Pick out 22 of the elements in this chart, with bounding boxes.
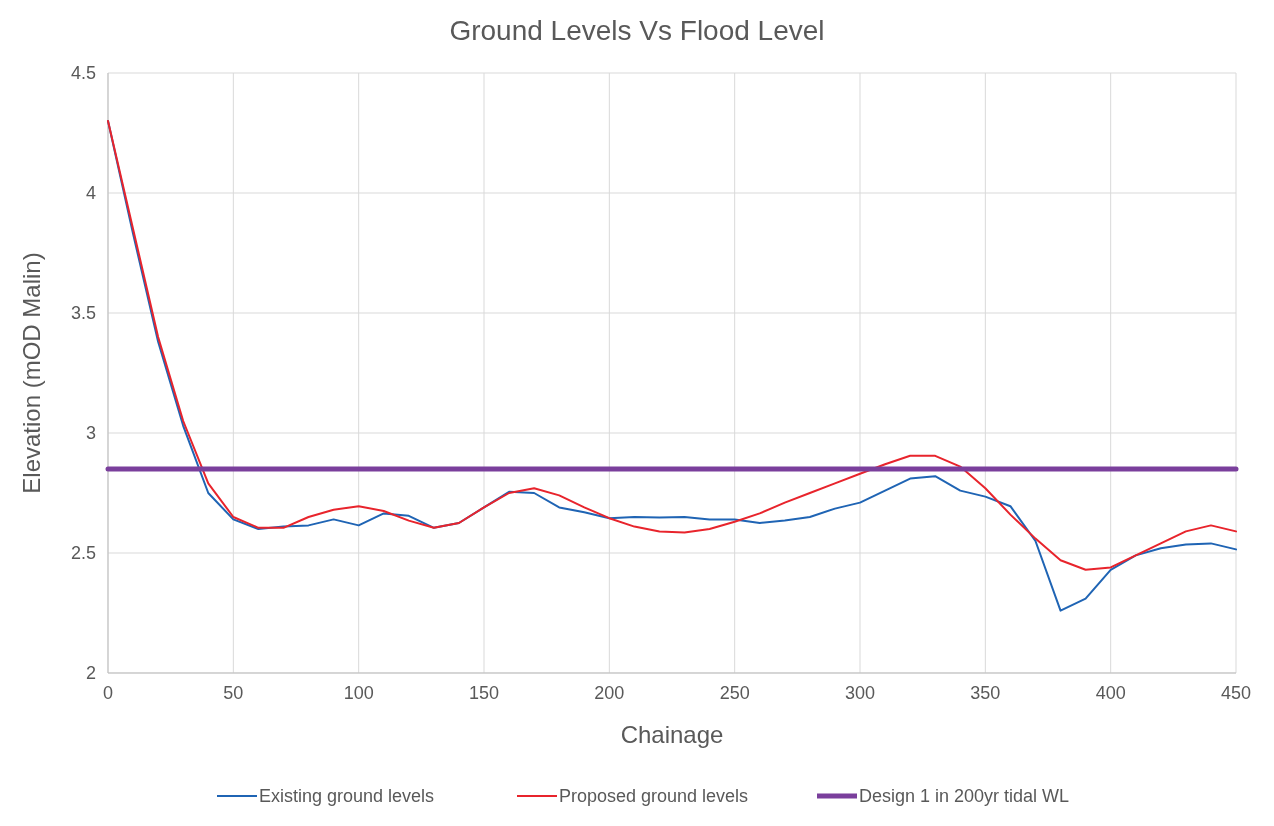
y-tick-label: 2 [85, 663, 96, 683]
x-tick-label: 450 [1220, 683, 1252, 703]
x-tick-label: 0 [102, 683, 114, 703]
x-axis-title: Chainage [620, 721, 724, 748]
y-tick-label: 4 [85, 183, 96, 203]
legend-label: Existing ground levels [259, 786, 435, 806]
y-tick-label: 4.5 [70, 63, 96, 83]
legend-label: Design 1 in 200yr tidal WL [859, 786, 1070, 806]
legend-label: Proposed ground levels [559, 786, 749, 806]
x-tick-label: 200 [594, 683, 625, 703]
x-tick-label: 150 [468, 683, 500, 703]
x-tick-label: 350 [970, 683, 1001, 703]
x-tick-label: 50 [223, 683, 244, 703]
x-tick-label: 100 [343, 683, 374, 703]
x-tick-label: 250 [719, 683, 750, 703]
y-tick-label: 3.5 [70, 303, 96, 323]
y-axis-title: Elevation (mOD Malin) [18, 252, 45, 494]
chart-title: Ground Levels Vs Flood Level [449, 15, 825, 46]
x-tick-label: 400 [1095, 683, 1126, 703]
y-tick-label: 3 [85, 423, 96, 443]
y-tick-label: 2.5 [70, 543, 96, 563]
x-tick-label: 300 [844, 683, 876, 703]
